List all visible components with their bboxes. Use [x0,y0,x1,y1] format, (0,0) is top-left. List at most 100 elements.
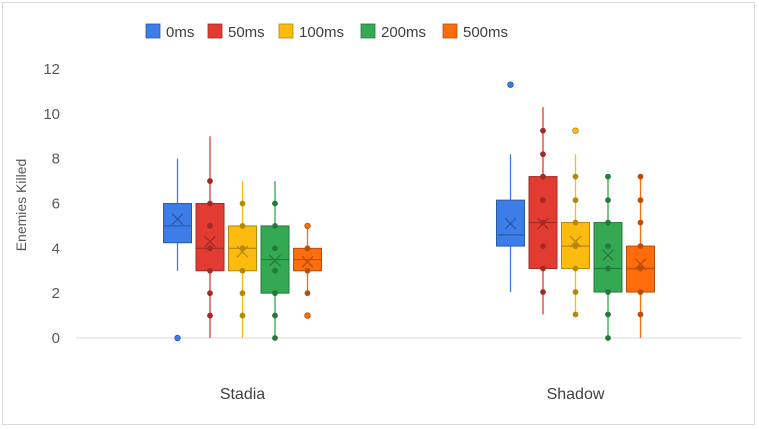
box-100ms [228,181,257,338]
mean-marker [269,254,281,267]
data-point [207,290,213,297]
mean-marker [204,235,216,248]
data-point [572,197,579,204]
box-50ms [528,107,558,315]
legend-label: 200ms [381,24,426,41]
outlier-point [572,127,579,134]
y-tick-label: 0 [52,330,60,347]
legend: 0ms 50ms 100ms 200ms 500ms [145,23,508,41]
box-50ms [195,136,225,338]
box-200ms [260,181,290,341]
outlier-point [304,222,311,230]
data-point [272,290,278,297]
data-point [605,219,611,226]
data-point [540,127,546,134]
data-point [637,173,644,180]
data-point [540,197,546,204]
data-point [572,311,579,318]
data-point [239,223,246,229]
y-tick-label: 8 [52,151,60,168]
data-point [540,243,546,249]
outlier-point [174,334,181,342]
box-500ms [293,222,322,319]
data-point [540,289,546,295]
data-point [207,267,213,274]
box-body [593,222,623,293]
y-tick-label: 4 [52,240,60,257]
data-point [239,312,246,319]
legend-item: 500ms [442,23,508,41]
mean-marker [537,217,549,230]
box-body [163,203,192,244]
legend-item: 0ms [145,23,194,41]
data-point [272,223,278,229]
data-point [272,245,278,252]
y-tick-label: 10 [43,106,60,123]
data-point [637,311,644,318]
data-point [605,265,611,272]
data-point [239,267,246,274]
box-body [195,203,225,272]
legend-label: 500ms [463,24,508,41]
chart-frame [2,2,755,425]
legend-swatch [278,23,294,39]
x-category-label: Shadow [547,386,605,403]
mean-marker [171,213,184,226]
legend-item: 50ms [207,23,265,41]
outlier-point [507,81,514,88]
data-point [637,219,644,226]
data-point [207,245,213,252]
data-point [572,173,579,180]
data-point [572,265,579,272]
mean-marker [569,235,582,248]
mean-marker [301,255,314,268]
legend-swatch [442,23,458,39]
legend-item: 200ms [360,23,426,41]
mean-marker [236,245,249,258]
data-point [304,267,311,274]
box-200ms [593,173,623,341]
data-point [272,200,278,207]
legend-label: 50ms [228,24,265,41]
data-point [272,267,278,274]
data-point [637,243,644,249]
data-point [605,335,611,341]
legend-swatch [360,23,376,39]
data-point [637,265,644,272]
legend-swatch [145,23,161,39]
data-point [605,311,611,318]
box-100ms [561,127,590,318]
data-point [605,243,611,249]
data-point [637,197,644,204]
boxes [163,81,655,342]
legend-label: 100ms [299,24,344,41]
data-point [239,290,246,297]
data-point [304,290,311,297]
data-point [272,312,278,319]
outlier-point [304,312,311,319]
data-point [272,335,278,341]
data-point [605,197,611,204]
data-point [605,289,611,295]
axes: 0 2 4 6 8 10 12 Stadia Shadow [43,61,742,403]
data-point [207,223,213,229]
y-tick-label: 12 [43,61,60,78]
y-axis-label: Enemies Killed [13,159,29,252]
box-0ms [496,81,525,293]
data-point [572,289,579,295]
y-tick-label: 6 [52,196,60,213]
data-point [207,312,213,319]
data-point [540,219,546,226]
data-point [207,178,213,184]
data-point [239,200,246,207]
data-point [572,219,579,226]
data-point [540,265,546,272]
data-point [605,173,611,180]
legend-label: 0ms [166,24,194,41]
mean-marker [634,258,647,270]
y-tick-label: 2 [52,285,60,302]
data-point [540,173,546,180]
box-500ms [626,173,655,338]
data-point [304,245,311,252]
